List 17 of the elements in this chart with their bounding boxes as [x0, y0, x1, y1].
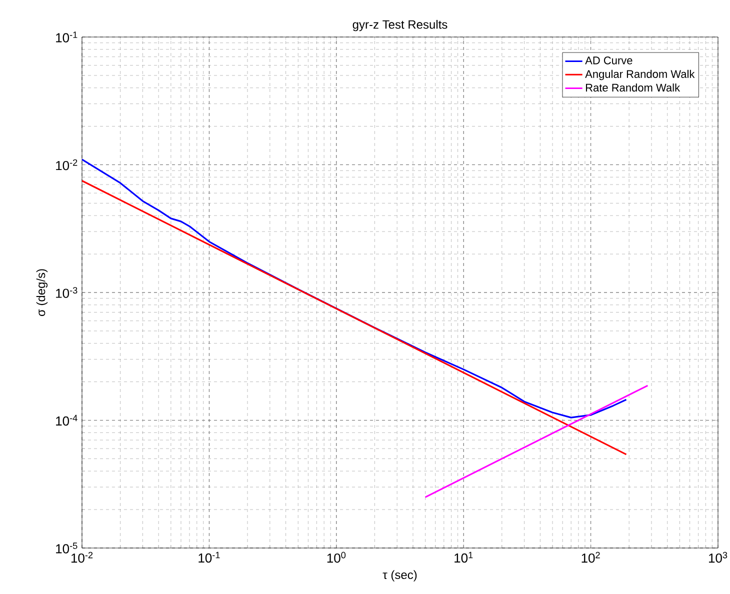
x-tick-label: 10$^{-2}$ — [71, 552, 93, 563]
chart-title: gyr-z Test Results — [352, 20, 448, 32]
y-axis-title: σ (deg/s) — [36, 269, 48, 316]
y-tick-label: 10$^{-3}$ — [56, 287, 78, 298]
x-tick-label: 10$^{2}$ — [582, 552, 600, 563]
y-tick-label: 10$^{-5}$ — [56, 542, 78, 554]
y-tick-label: 10$^{-2}$ — [56, 159, 78, 170]
legend-label: Angular Random Walk — [585, 70, 695, 80]
x-tick-label: 10$^{3}$ — [708, 552, 728, 563]
legend-label: Rate Random Walk — [586, 83, 680, 92]
x-tick-label: 10$^{-1}$ — [198, 552, 220, 563]
x-tick-label: 10$^{1}$ — [454, 552, 473, 563]
y-tick-label: 10$^{-4}$ — [56, 414, 78, 426]
y-tick-label: 10$^{-1}$ — [56, 32, 78, 42]
x-tick-label: 10$^{0}$ — [327, 552, 346, 563]
legend-label: AD Curve — [585, 56, 632, 64]
x-axis-title: τ (sec) — [382, 570, 417, 582]
